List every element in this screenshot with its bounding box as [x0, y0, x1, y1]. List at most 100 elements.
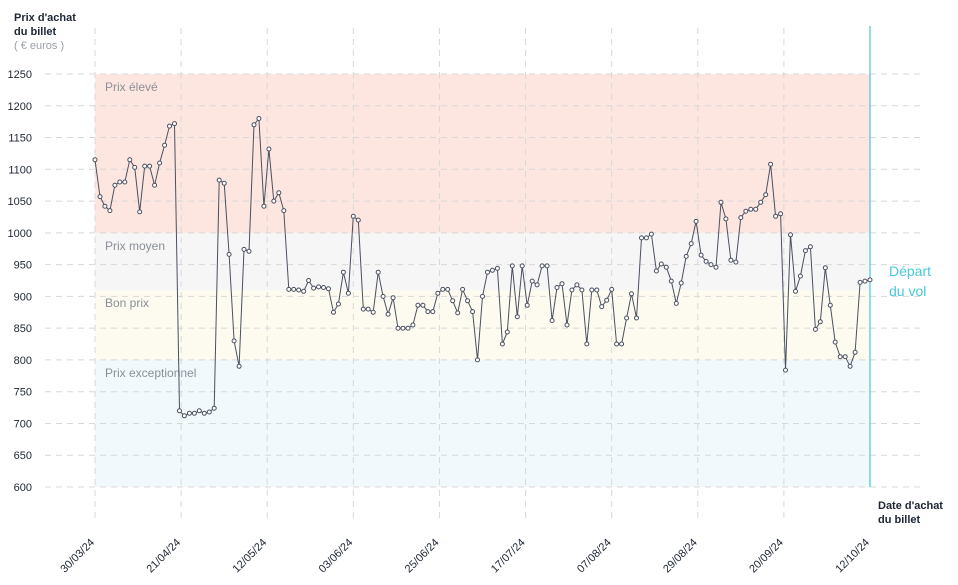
y-tick-4: 1050 — [8, 196, 32, 208]
data-point — [738, 215, 744, 221]
y-tick-2: 1150 — [8, 133, 32, 145]
data-point — [718, 199, 724, 205]
data-point — [142, 163, 148, 169]
data-point — [440, 286, 446, 292]
data-point — [127, 157, 133, 163]
data-point — [743, 208, 749, 214]
data-point — [475, 357, 480, 363]
data-point — [251, 122, 257, 128]
data-point — [455, 310, 461, 316]
y-tick-1: 1200 — [8, 101, 32, 113]
data-point — [594, 287, 600, 293]
data-point — [788, 232, 793, 238]
x-axis-title-line2: du billet — [878, 514, 921, 526]
data-point — [643, 235, 649, 241]
data-point — [400, 325, 406, 331]
data-point — [817, 319, 823, 325]
data-point — [410, 322, 416, 328]
x-tick-9: 12/10/24 — [833, 537, 872, 576]
data-point — [827, 302, 833, 308]
data-point — [534, 282, 540, 288]
data-point — [385, 311, 391, 317]
data-point — [783, 367, 788, 373]
data-point — [405, 325, 411, 331]
price-bands: Prix élevé Prix moyen Bon prix Prix excepti… — [95, 74, 870, 487]
y-axis-title-line2: du billet — [14, 26, 57, 38]
data-point — [713, 264, 719, 270]
y-tick-12: 650 — [14, 450, 32, 462]
y-axis-unit: ( € euros ) — [14, 40, 65, 52]
data-point — [862, 278, 868, 284]
data-point — [107, 208, 113, 214]
data-point — [569, 287, 575, 293]
data-point — [514, 314, 520, 320]
x-tick-6: 07/08/24 — [575, 537, 614, 576]
data-point — [380, 293, 386, 299]
data-point — [152, 182, 158, 188]
data-point — [614, 341, 620, 347]
data-point — [395, 325, 401, 331]
band-0 — [95, 74, 870, 233]
data-point — [331, 309, 336, 315]
data-point — [221, 180, 227, 186]
data-point — [435, 290, 441, 296]
band-label-3: Prix exceptionnel — [105, 366, 196, 380]
data-point — [301, 288, 307, 294]
data-point — [529, 278, 535, 284]
data-point — [579, 287, 585, 293]
data-point — [266, 146, 272, 152]
data-point — [276, 190, 282, 196]
data-point — [112, 182, 118, 188]
data-point — [688, 241, 694, 247]
y-tick-5: 1000 — [8, 228, 32, 240]
data-point — [420, 302, 426, 308]
data-point — [504, 329, 510, 335]
data-point — [375, 269, 381, 275]
data-point — [778, 211, 784, 217]
data-point — [172, 121, 177, 127]
data-point — [236, 363, 242, 369]
data-point — [797, 273, 803, 279]
data-point — [370, 309, 376, 315]
data-point — [673, 300, 679, 306]
data-point — [524, 302, 530, 308]
data-point — [167, 123, 172, 129]
data-point — [494, 265, 500, 271]
x-tick-0: 30/03/24 — [58, 537, 97, 576]
data-point — [604, 297, 610, 303]
data-point — [549, 318, 555, 323]
x-axis-title-line1: Date d'achat — [878, 500, 943, 512]
data-point — [122, 179, 128, 185]
data-point — [355, 217, 361, 223]
data-point — [629, 291, 634, 297]
x-tick-5: 17/07/24 — [489, 537, 528, 576]
data-point — [678, 280, 684, 286]
data-point — [365, 306, 371, 312]
data-point — [619, 341, 625, 347]
data-point — [147, 163, 153, 169]
band-label-2: Bon prix — [105, 296, 149, 310]
data-point — [773, 213, 779, 219]
chart-grid — [45, 28, 920, 520]
data-point — [261, 203, 267, 209]
data-point — [157, 160, 163, 166]
departure-label: Départ du vol — [889, 261, 957, 301]
data-point — [852, 349, 858, 355]
data-point — [753, 206, 759, 212]
data-point — [539, 263, 545, 269]
price-series — [92, 116, 873, 419]
data-point — [211, 405, 217, 411]
data-point — [758, 199, 764, 205]
data-point — [390, 295, 396, 301]
data-point — [470, 309, 476, 315]
y-axis-title-line1: Prix d'achat — [14, 12, 76, 24]
x-axis-ticks: 30/03/24 21/04/24 12/05/24 03/06/24 25/06/24… — [58, 537, 872, 576]
data-point — [271, 198, 277, 204]
data-point — [544, 263, 550, 269]
data-point — [748, 206, 754, 212]
data-point — [241, 246, 247, 252]
x-tick-2: 12/05/24 — [231, 537, 270, 576]
y-axis-title: Prix d'achat du billet — [14, 11, 94, 39]
data-point — [574, 282, 580, 288]
data-point — [92, 157, 98, 163]
